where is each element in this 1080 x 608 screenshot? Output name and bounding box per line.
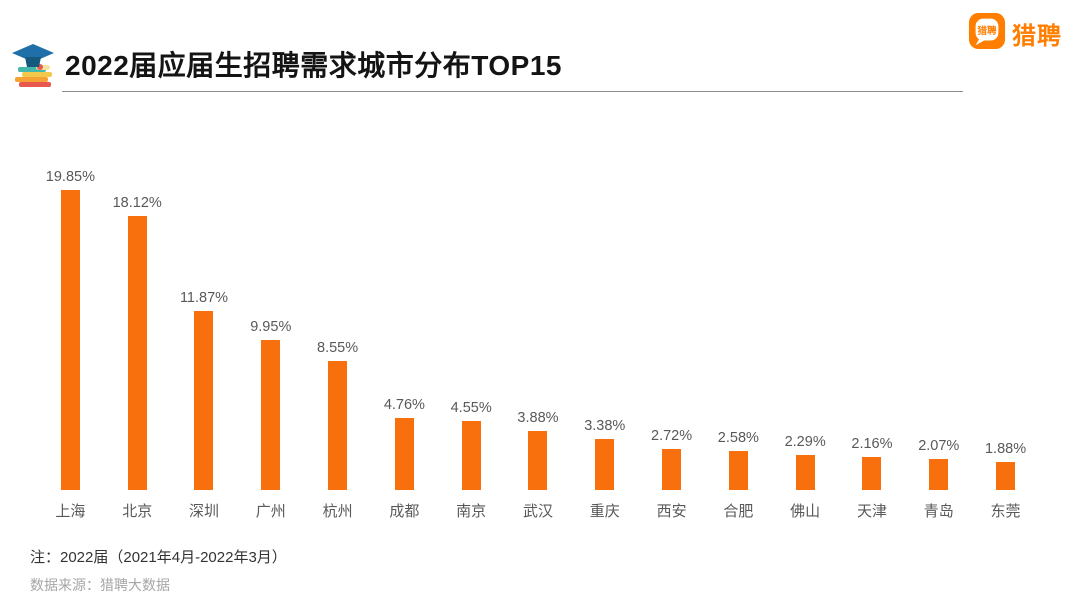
bar-value-label: 18.12% (112, 195, 162, 211)
x-axis-label: 佛山 (790, 503, 821, 520)
bar-column: 4.76% (371, 140, 438, 490)
bar-column: 2.58% (705, 140, 772, 490)
bar-column: 2.72% (638, 140, 705, 490)
x-axis: 上海 北京 深圳 广州 杭州 成都 南京 武汉 重庆 西安 合肥 佛山 天津 青岛 东莞 (37, 500, 1039, 521)
bar-column: 2.29% (772, 140, 839, 490)
title-underline (62, 91, 963, 92)
x-axis-label: 深圳 (188, 503, 219, 520)
x-axis-label: 成都 (389, 503, 420, 520)
bar-value-label: 2.07% (918, 438, 960, 454)
x-axis-label: 南京 (456, 503, 487, 520)
bar-东莞 (996, 462, 1016, 490)
bar-value-label: 2.16% (851, 436, 893, 452)
bar-column: 1.88% (972, 140, 1039, 490)
x-axis-label: 重庆 (589, 503, 620, 520)
bar-column: 3.38% (571, 140, 638, 490)
data-source: 数据来源：猎聘大数据 (30, 577, 170, 593)
bar-column: 4.55% (438, 140, 505, 490)
bar-column: 2.16% (839, 140, 906, 490)
x-axis-label: 上海 (55, 503, 86, 520)
bar-value-label: 2.72% (651, 428, 693, 444)
x-axis-label: 青岛 (923, 503, 954, 520)
liepin-logo-text: 猎聘 (1012, 23, 1062, 50)
bar-天津 (862, 457, 882, 490)
bar-value-label: 9.95% (250, 319, 292, 335)
bar-成都 (394, 418, 414, 490)
bar-column: 19.85% (37, 140, 104, 490)
bar-西安 (662, 449, 682, 490)
bar-column: 11.87% (171, 140, 238, 490)
bar-value-label: 2.29% (784, 434, 826, 450)
bar-column: 2.07% (905, 140, 972, 490)
bar-北京 (127, 216, 147, 490)
bar-武汉 (528, 431, 548, 490)
bar-上海 (60, 190, 80, 490)
x-axis-label: 广州 (255, 503, 286, 520)
bar-合肥 (728, 451, 748, 490)
bar-南京 (461, 421, 481, 490)
bar-value-label: 3.88% (517, 410, 559, 426)
x-axis-label: 合肥 (723, 503, 754, 520)
bar-value-label: 11.87% (179, 290, 229, 306)
bar-value-label: 3.38% (584, 418, 626, 434)
bar-column: 3.88% (505, 140, 572, 490)
liepin-logo: 猎聘 猎聘 (968, 12, 1062, 55)
bar-column: 8.55% (304, 140, 371, 490)
bar-chart: 19.85% 18.12% 11.87% 9.95% 8.55% 4.76% 4.55% 3.… (37, 140, 1039, 490)
bar-value-label: 4.55% (450, 400, 492, 416)
bar-value-label: 19.85% (45, 169, 95, 185)
bar-value-label: 4.76% (383, 397, 425, 413)
bar-column: 9.95% (237, 140, 304, 490)
page-title: 2022届应届生招聘需求城市分布TOP15 (65, 50, 562, 81)
bar-广州 (261, 340, 281, 490)
bar-深圳 (194, 311, 214, 490)
bar-重庆 (595, 439, 615, 490)
svg-text:猎聘: 猎聘 (977, 25, 997, 37)
bar-value-label: 8.55% (317, 340, 359, 356)
bar-value-label: 2.58% (717, 430, 759, 446)
x-axis-label: 西安 (656, 503, 687, 520)
graduation-cap-books-icon (10, 40, 58, 90)
bar-佛山 (795, 455, 815, 490)
bar-杭州 (328, 361, 348, 490)
x-axis-label: 天津 (856, 503, 887, 520)
x-axis-label: 武汉 (522, 503, 553, 520)
bar-column: 18.12% (104, 140, 171, 490)
chart-note: 注：2022届（2021年4月-2022年3月） (30, 549, 287, 566)
bar-青岛 (929, 459, 949, 490)
liepin-speech-bubble-icon: 猎聘 (968, 12, 1006, 55)
bar-value-label: 1.88% (984, 441, 1027, 457)
x-axis-label: 东莞 (990, 503, 1021, 520)
x-axis-label: 北京 (122, 503, 153, 520)
x-axis-label: 杭州 (322, 503, 353, 520)
